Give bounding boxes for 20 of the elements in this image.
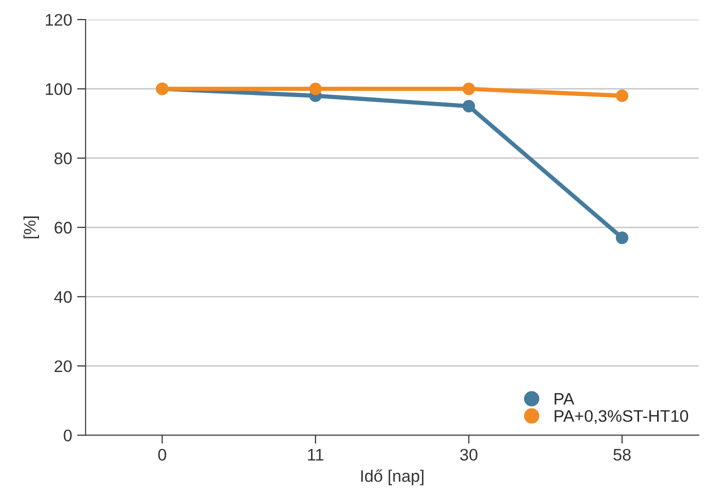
x-axis-title: Idő [nap]	[361, 469, 424, 486]
point	[616, 90, 628, 102]
x-tick-label: 58	[613, 448, 631, 461]
y-tick-label: 40	[54, 291, 72, 303]
y-tick-label: 20	[54, 360, 72, 372]
x-tick-label: 0	[158, 448, 166, 461]
y-tick-label: 0	[64, 430, 72, 442]
legend-label: PA	[554, 393, 574, 405]
x-tick-label: 30	[460, 448, 478, 461]
y-tick-label: 100	[46, 83, 72, 96]
point	[462, 82, 476, 96]
y-tick-label: 120	[46, 14, 72, 26]
y-tick-label: 60	[54, 222, 72, 234]
y-tick-label: 80	[54, 152, 72, 164]
y-axis-title: [%]	[23, 216, 40, 238]
legend-label: PA+0,3%ST-HT10	[554, 410, 688, 424]
x-tick-label: 11	[308, 449, 324, 460]
point	[616, 232, 628, 244]
point	[309, 82, 322, 96]
point	[462, 100, 476, 112]
